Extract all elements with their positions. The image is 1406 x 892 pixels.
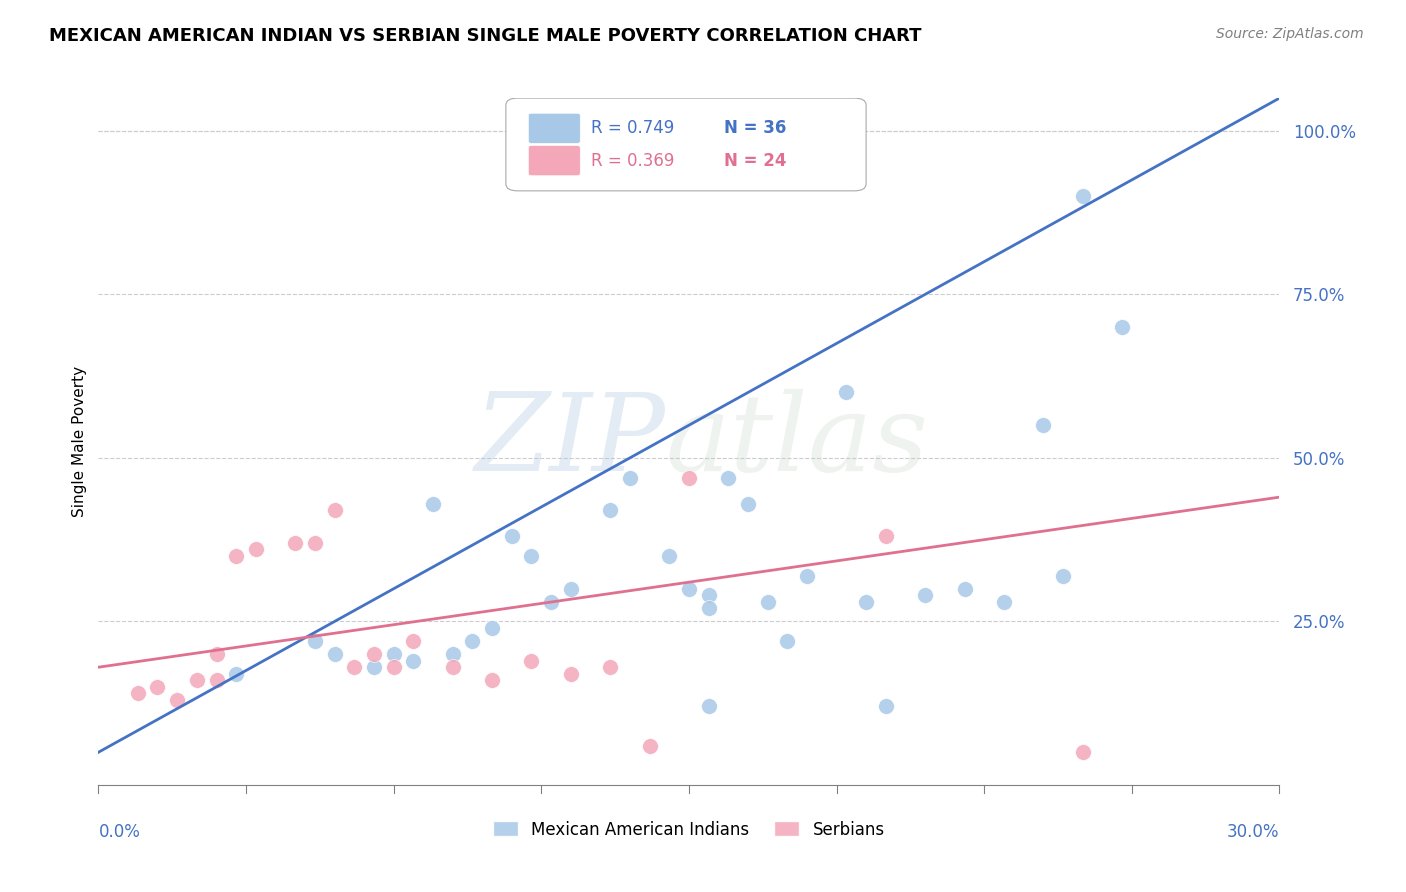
Text: R = 0.749: R = 0.749 [591, 120, 673, 137]
Point [146, 680, 169, 694]
Text: R = 0.369: R = 0.369 [591, 152, 675, 169]
Point [599, 503, 621, 517]
Text: MEXICAN AMERICAN INDIAN VS SERBIAN SINGLE MALE POVERTY CORRELATION CHART: MEXICAN AMERICAN INDIAN VS SERBIAN SINGL… [49, 27, 922, 45]
Point [422, 497, 444, 511]
Point [205, 673, 228, 688]
Point [776, 634, 799, 648]
Point [205, 647, 228, 661]
Point [225, 666, 247, 681]
Point [284, 536, 307, 550]
Point [481, 673, 503, 688]
Point [225, 549, 247, 563]
Text: atlas: atlas [665, 389, 928, 494]
Text: 30.0%: 30.0% [1227, 822, 1279, 841]
Point [796, 568, 818, 582]
Point [343, 660, 366, 674]
FancyBboxPatch shape [529, 113, 581, 144]
Point [678, 582, 700, 596]
Point [1052, 568, 1074, 582]
Point [323, 647, 346, 661]
Point [323, 503, 346, 517]
Point [875, 699, 897, 714]
Point [501, 529, 523, 543]
Point [402, 654, 425, 668]
Y-axis label: Single Male Poverty: Single Male Poverty [72, 366, 87, 517]
Point [697, 601, 720, 615]
Text: 0.0%: 0.0% [98, 822, 141, 841]
Text: N = 24: N = 24 [724, 152, 787, 169]
Point [127, 686, 149, 700]
Point [599, 660, 621, 674]
Point [953, 582, 976, 596]
Point [619, 470, 641, 484]
Point [520, 654, 543, 668]
Point [855, 595, 877, 609]
Text: Source: ZipAtlas.com: Source: ZipAtlas.com [1216, 27, 1364, 41]
Point [560, 666, 582, 681]
Point [1032, 418, 1054, 433]
Point [737, 497, 759, 511]
Point [382, 660, 405, 674]
Point [993, 595, 1015, 609]
Point [658, 549, 681, 563]
Point [1111, 320, 1133, 334]
Point [402, 634, 425, 648]
Point [914, 588, 936, 602]
Point [186, 673, 208, 688]
Point [441, 647, 464, 661]
Point [678, 470, 700, 484]
Point [520, 549, 543, 563]
Point [560, 582, 582, 596]
Point [304, 634, 326, 648]
Point [363, 660, 385, 674]
Point [441, 660, 464, 674]
Text: ZIP: ZIP [474, 389, 665, 494]
Point [697, 588, 720, 602]
Point [382, 647, 405, 661]
FancyBboxPatch shape [506, 98, 866, 191]
Point [638, 739, 661, 753]
Point [166, 693, 188, 707]
Point [481, 621, 503, 635]
Point [461, 634, 484, 648]
Legend: Mexican American Indians, Serbians: Mexican American Indians, Serbians [486, 814, 891, 846]
Point [717, 470, 740, 484]
Point [245, 542, 267, 557]
Point [363, 647, 385, 661]
Point [1071, 745, 1094, 759]
Point [540, 595, 562, 609]
Point [756, 595, 779, 609]
Point [304, 536, 326, 550]
Point [835, 385, 858, 400]
FancyBboxPatch shape [529, 145, 581, 176]
Text: N = 36: N = 36 [724, 120, 787, 137]
Point [697, 699, 720, 714]
Point [875, 529, 897, 543]
Point [1071, 189, 1094, 203]
